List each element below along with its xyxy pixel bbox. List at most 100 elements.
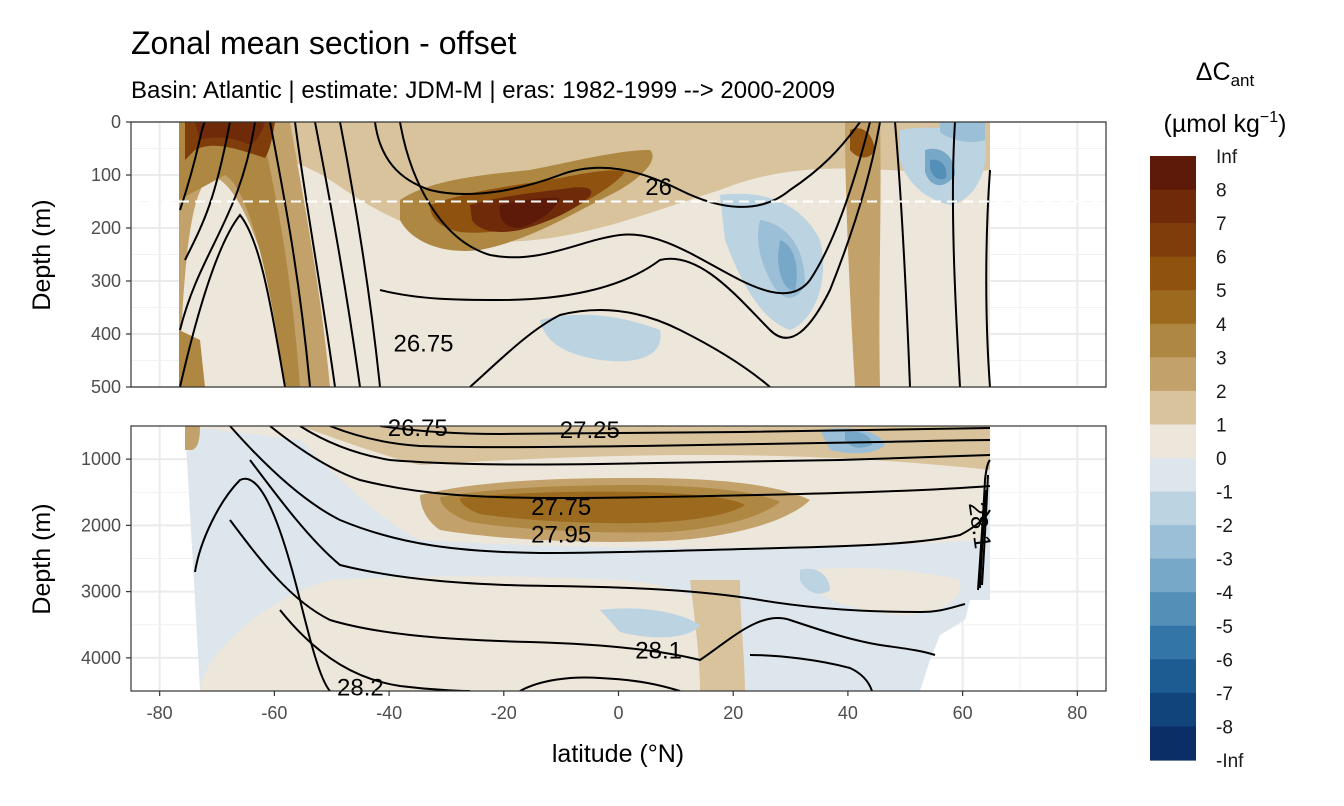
legend-label: 3 bbox=[1216, 348, 1227, 369]
lower-field-nadw-core bbox=[460, 491, 745, 524]
legend-units-post: ) bbox=[1278, 110, 1286, 138]
y-tick-label: 3000 bbox=[81, 582, 121, 602]
contour-label: 28.2 bbox=[337, 675, 384, 702]
upper-isopycnal-6 bbox=[294, 122, 336, 387]
upper-field-west-bottom bbox=[179, 330, 205, 387]
legend-swatch bbox=[1150, 692, 1196, 728]
legend-label: -2 bbox=[1216, 516, 1233, 537]
legend-swatches bbox=[1150, 156, 1196, 761]
lower-isopycnal-6 bbox=[379, 426, 991, 436]
contour-label: 26.75 bbox=[393, 331, 453, 358]
legend-label: -Inf bbox=[1216, 751, 1244, 772]
legend-swatch bbox=[1150, 390, 1196, 426]
y-tick-label: 1000 bbox=[81, 449, 121, 469]
upper-isopycnal-5 bbox=[269, 122, 311, 387]
color-legend: ΔCant (µmol kg−1) Inf 8 7 6 5 4 3 2 1 0 -1 -2 -3 -4 -5… bbox=[1150, 58, 1286, 772]
legend-swatch bbox=[1150, 458, 1196, 493]
legend-swatch bbox=[1150, 223, 1196, 258]
legend-swatch bbox=[1150, 592, 1196, 627]
legend-swatch bbox=[1150, 659, 1196, 694]
upper-isopycnal-3 bbox=[179, 122, 256, 331]
legend-swatch bbox=[1150, 491, 1196, 526]
lower-isopycnal-11 bbox=[749, 654, 873, 691]
lower-isopycnal-3 bbox=[269, 426, 991, 500]
upper-panel-field bbox=[179, 122, 991, 387]
legend-label: -5 bbox=[1216, 617, 1233, 638]
upper-field-blue-patch-c bbox=[778, 240, 797, 291]
lower-field-tan-layer bbox=[250, 426, 990, 470]
lower-y-ticks: 1000 2000 3000 4000 bbox=[81, 449, 131, 668]
y-tick-label: 2000 bbox=[81, 515, 121, 535]
upper-isopycnal-9 bbox=[374, 122, 861, 208]
x-tick-label: 80 bbox=[1067, 703, 1087, 723]
upper-field-blue-patch-d bbox=[540, 314, 661, 362]
legend-swatch bbox=[1150, 357, 1196, 392]
x-tick-label: -60 bbox=[261, 703, 287, 723]
legend-label: 0 bbox=[1216, 449, 1227, 470]
legend-swatch bbox=[1150, 189, 1196, 224]
lower-isopycnal-10 bbox=[519, 676, 681, 691]
legend-units-pre: (µmol kg bbox=[1164, 110, 1260, 138]
lower-isopycnal-12 bbox=[977, 459, 991, 591]
lower-y-axis-title: Depth (m) bbox=[28, 503, 56, 614]
contour-label: 28.1 bbox=[635, 638, 682, 665]
legend-units-superscript: −1 bbox=[1260, 109, 1278, 126]
legend-label: 7 bbox=[1216, 214, 1227, 235]
legend-swatch bbox=[1150, 625, 1196, 660]
y-tick-label: 0 bbox=[111, 112, 121, 132]
legend-swatch bbox=[1150, 726, 1196, 761]
legend-swatch bbox=[1150, 424, 1196, 459]
x-tick-label: -80 bbox=[147, 703, 173, 723]
x-tick-label: 60 bbox=[953, 703, 973, 723]
y-tick-label: 300 bbox=[91, 271, 121, 291]
legend-title-subscript: ant bbox=[1231, 71, 1255, 90]
contour-label: 27.75 bbox=[531, 494, 591, 521]
x-axis-ticks: -80 -60 -40 -20 0 20 40 60 80 bbox=[147, 691, 1087, 723]
legend-label: -4 bbox=[1216, 583, 1233, 604]
upper-y-axis-title: Depth (m) bbox=[28, 199, 56, 310]
legend-swatch bbox=[1150, 256, 1196, 291]
contour-label: 27.95 bbox=[531, 522, 591, 549]
legend-label: 6 bbox=[1216, 248, 1227, 269]
x-tick-label: 40 bbox=[838, 703, 858, 723]
upper-field-north-surface bbox=[850, 128, 875, 158]
y-tick-label: 200 bbox=[91, 218, 121, 238]
legend-swatch bbox=[1150, 290, 1196, 325]
contour-label: 26.75 bbox=[388, 415, 448, 442]
upper-isopycnals bbox=[179, 122, 991, 387]
upper-isopycnal-14 bbox=[951, 122, 961, 387]
lower-field-blue-patch-b bbox=[845, 431, 872, 448]
lower-field-north-deep-tan bbox=[810, 568, 961, 615]
upper-field-blue-patch-g bbox=[930, 159, 947, 180]
legend-label: 1 bbox=[1216, 415, 1227, 436]
x-tick-label: -20 bbox=[491, 703, 517, 723]
upper-isopycnal-15 bbox=[985, 169, 991, 387]
lower-field-blue-patch-c bbox=[600, 608, 700, 638]
chart-subtitle: Basin: Atlantic | estimate: JDM-M | eras… bbox=[131, 77, 835, 104]
upper-y-ticks: 0 100 200 300 400 500 bbox=[91, 112, 131, 397]
upper-panel-border bbox=[130, 121, 1107, 388]
y-tick-label: 4000 bbox=[81, 648, 121, 668]
lower-isopycnal-5 bbox=[329, 426, 991, 449]
x-tick-label: 20 bbox=[723, 703, 743, 723]
legend-label: 5 bbox=[1216, 281, 1227, 302]
upper-isopycnal-2 bbox=[184, 122, 231, 261]
x-tick-label: 0 bbox=[613, 703, 623, 723]
lower-field-equator-plume bbox=[690, 580, 745, 691]
lower-isopycnal-8 bbox=[229, 519, 936, 662]
legend-title: ΔCant bbox=[1196, 58, 1255, 90]
lower-isopycnal-14 bbox=[979, 489, 987, 589]
lower-field-blue-patch-d bbox=[800, 568, 830, 594]
y-tick-label: 400 bbox=[91, 324, 121, 344]
y-tick-label: 500 bbox=[91, 377, 121, 397]
legend-label: -6 bbox=[1216, 650, 1233, 671]
contour-label: 26 bbox=[645, 174, 672, 201]
upper-field-west-column-inner bbox=[179, 122, 300, 387]
x-axis-title: latitude (°N) bbox=[552, 740, 684, 768]
legend-label: -1 bbox=[1216, 483, 1233, 504]
legend-swatch bbox=[1150, 323, 1196, 358]
upper-isopycnal-12 bbox=[469, 309, 771, 387]
upper-isopycnal-7 bbox=[314, 122, 361, 387]
lower-isopycnal-1 bbox=[194, 477, 331, 691]
y-tick-label: 100 bbox=[91, 165, 121, 185]
